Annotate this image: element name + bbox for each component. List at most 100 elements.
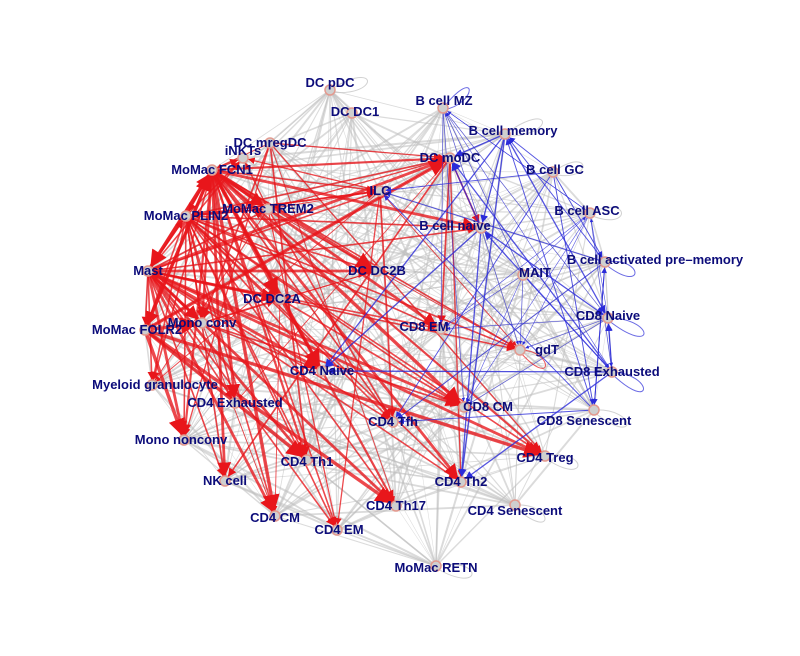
node-label: B cell GC: [526, 162, 584, 177]
edge-upregulated: [449, 157, 464, 477]
node-label: CD4 EM: [314, 522, 363, 537]
edge-neutral: [147, 270, 609, 319]
edge-downregulated: [327, 367, 613, 375]
edge-neutral: [274, 270, 378, 517]
edge-downregulated: [458, 133, 506, 477]
edge-downregulated: [589, 212, 613, 367]
edge-neutral: [395, 505, 437, 567]
node-label: MoMac FOLR2: [92, 322, 182, 337]
node-cd8-cm: [458, 401, 470, 413]
edge-neutral: [449, 157, 595, 411]
edge-neutral: [449, 157, 591, 214]
edge-neutral: [274, 349, 521, 517]
node-b-gc: [547, 166, 559, 178]
node-label: MoMac TREM2: [222, 201, 314, 216]
edge-upregulated: [248, 157, 381, 192]
edge-downregulated: [452, 162, 613, 373]
edge-downregulated: [385, 171, 554, 193]
node-mono-conv: [196, 317, 208, 329]
edge-downregulated: [445, 113, 524, 276]
edge-neutral: [336, 406, 465, 531]
edge-upregulated: [201, 322, 274, 511]
edge-neutral: [267, 171, 554, 210]
edge-downregulated: [458, 227, 482, 477]
node-label: B cell ASC: [554, 203, 620, 218]
edge-upregulated: [273, 157, 451, 209]
edge-upregulated: [147, 270, 457, 480]
node-inkts: [237, 152, 249, 164]
edge-neutral: [435, 455, 546, 567]
edge-neutral: [269, 89, 331, 144]
edge-upregulated: [143, 328, 185, 437]
edge-neutral: [269, 142, 378, 272]
edge-neutral: [329, 89, 506, 135]
edge-upregulated: [146, 269, 319, 370]
edge-neutral: [269, 142, 613, 373]
node-dc-modc: [444, 152, 456, 164]
node-label: CD4 Naive: [290, 363, 354, 378]
edge-upregulated: [146, 157, 446, 273]
nodes: [139, 84, 618, 572]
node-mast: [142, 265, 154, 277]
node-mait: [517, 269, 529, 281]
edge-upregulated: [143, 328, 393, 505]
node-b-asc: [584, 207, 596, 219]
self-loop: [519, 349, 546, 369]
edge-neutral: [376, 190, 381, 272]
node-cd4-tfh: [387, 416, 399, 428]
node-b-mz: [437, 102, 449, 114]
self-loops: [329, 76, 645, 579]
edge-neutral: [379, 190, 437, 567]
edge-neutral: [392, 157, 451, 423]
self-loop: [607, 317, 645, 337]
node-dc-mregdc: [264, 137, 276, 149]
edge-neutral: [351, 112, 506, 135]
edge-upregulated: [210, 168, 241, 399]
edge-downregulated: [552, 171, 595, 405]
node-cd4-th2: [455, 476, 467, 488]
edge-upregulated: [269, 142, 445, 161]
edge-upregulated: [379, 190, 397, 417]
edge-neutral: [395, 481, 462, 507]
edge-downregulated: [466, 274, 524, 402]
node-label: B cell memory: [469, 123, 559, 138]
edge-upregulated: [143, 328, 305, 458]
node-label: Mast: [133, 263, 163, 278]
node-dc-dc2a: [274, 293, 286, 305]
edge-neutral: [201, 322, 338, 531]
node-cd8-sen: [588, 404, 600, 416]
node-label: MoMac FCN1: [171, 162, 253, 177]
edge-downregulated: [397, 261, 606, 419]
edge-upregulated: [147, 225, 476, 272]
node-momac-folr2: [139, 324, 151, 336]
node-label: MoMac RETN: [394, 560, 477, 575]
edges-downregulated: [325, 107, 614, 480]
edge-neutral: [376, 270, 524, 276]
edge-downregulated: [445, 274, 524, 327]
edge-neutral: [234, 402, 516, 506]
edge-neutral: [211, 133, 506, 171]
node-label: CD4 Senescent: [468, 503, 563, 518]
node-label: CD8 Naive: [576, 308, 640, 323]
edge-upregulated: [269, 142, 310, 455]
edge-neutral: [224, 371, 613, 482]
node-label: CD8 Senescent: [537, 413, 632, 428]
edge-neutral: [442, 107, 595, 411]
edge-neutral: [395, 455, 546, 507]
edge-neutral: [449, 157, 546, 457]
edge-downregulated: [395, 171, 554, 418]
self-loop: [589, 206, 622, 221]
node-label: CD8 Exhausted: [564, 364, 659, 379]
edge-upregulated: [143, 328, 541, 458]
edge-neutral: [182, 438, 438, 568]
edge-upregulated: [227, 157, 451, 477]
node-label: iNKTs: [225, 143, 262, 158]
edge-downregulated: [605, 323, 613, 373]
edge-upregulated: [143, 317, 198, 335]
edge-neutral: [440, 328, 546, 457]
edge-neutral: [267, 208, 606, 263]
edge-neutral: [306, 406, 465, 461]
node-myeloid-gran: [146, 379, 158, 391]
edge-downregulated: [593, 267, 608, 411]
edge-upregulated: [146, 269, 187, 436]
